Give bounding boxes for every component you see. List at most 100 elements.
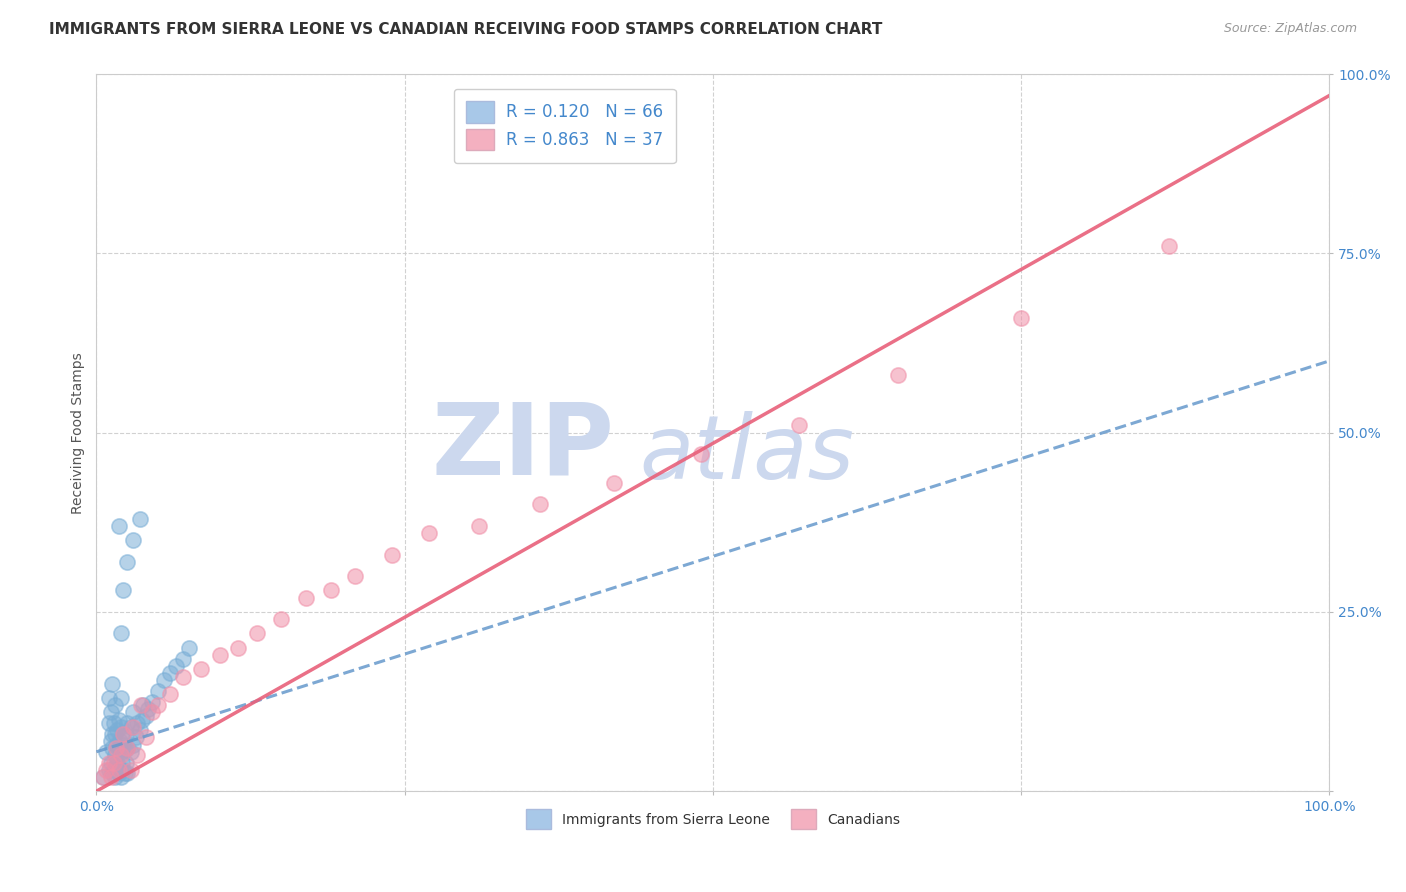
Point: [107, 741, 129, 756]
Point: [101, 766, 124, 780]
Point: [104, 748, 127, 763]
Point: [381, 548, 404, 562]
Point: [135, 731, 157, 745]
Point: [110, 626, 132, 640]
Point: [136, 702, 159, 716]
Point: [96, 745, 118, 759]
Point: [467, 519, 489, 533]
Point: [96, 763, 118, 777]
Point: [101, 727, 124, 741]
Point: [103, 763, 125, 777]
Point: [208, 648, 231, 662]
Point: [105, 741, 128, 756]
Point: [177, 640, 200, 655]
Point: [110, 720, 132, 734]
Point: [101, 676, 124, 690]
Point: [97, 763, 120, 777]
Point: [105, 723, 128, 738]
Point: [110, 748, 132, 763]
Point: [115, 716, 138, 731]
Point: [146, 698, 169, 713]
Point: [128, 512, 150, 526]
Point: [107, 766, 129, 780]
Point: [319, 583, 342, 598]
Point: [159, 688, 181, 702]
Point: [131, 713, 153, 727]
Point: [246, 626, 269, 640]
Point: [110, 691, 132, 706]
Point: [107, 763, 129, 777]
Point: [104, 770, 127, 784]
Point: [172, 669, 194, 683]
Point: [146, 683, 169, 698]
Point: [166, 658, 188, 673]
Point: [689, 447, 711, 461]
Text: Source: ZipAtlas.com: Source: ZipAtlas.com: [1223, 22, 1357, 36]
Point: [97, 691, 120, 706]
Text: atlas: atlas: [638, 411, 853, 497]
Point: [418, 526, 440, 541]
Point: [1157, 239, 1180, 253]
Point: [97, 716, 120, 731]
Point: [122, 533, 145, 548]
Point: [603, 475, 626, 490]
Point: [100, 770, 122, 784]
Text: IMMIGRANTS FROM SIERRA LEONE VS CANADIAN RECEIVING FOOD STAMPS CORRELATION CHART: IMMIGRANTS FROM SIERRA LEONE VS CANADIAN…: [49, 22, 883, 37]
Point: [122, 738, 145, 752]
Point: [141, 695, 163, 709]
Point: [115, 728, 138, 742]
Point: [172, 651, 194, 665]
Point: [107, 713, 129, 727]
Point: [115, 756, 138, 770]
Point: [110, 745, 132, 759]
Point: [129, 698, 152, 713]
Legend: Immigrants from Sierra Leone, Canadians: Immigrants from Sierra Leone, Canadians: [520, 804, 905, 835]
Point: [132, 698, 155, 713]
Point: [104, 727, 127, 741]
Point: [125, 748, 148, 763]
Point: [101, 741, 124, 756]
Point: [110, 770, 132, 784]
Y-axis label: Receiving Food Stamps: Receiving Food Stamps: [72, 351, 86, 514]
Point: [128, 723, 150, 738]
Point: [108, 763, 131, 777]
Point: [122, 720, 145, 734]
Point: [226, 640, 249, 655]
Point: [135, 709, 157, 723]
Point: [120, 763, 142, 777]
Point: [111, 731, 134, 745]
Point: [115, 555, 138, 569]
Point: [887, 368, 910, 383]
Point: [529, 497, 551, 511]
Point: [112, 583, 135, 598]
Point: [112, 727, 135, 741]
Point: [787, 418, 810, 433]
Point: [190, 662, 212, 676]
Point: [100, 756, 122, 770]
Point: [115, 741, 138, 756]
Point: [120, 720, 142, 734]
Point: [115, 766, 138, 780]
Point: [103, 756, 125, 770]
Point: [344, 569, 367, 583]
Point: [114, 766, 136, 780]
Point: [104, 698, 127, 713]
Point: [159, 665, 181, 680]
Point: [153, 673, 176, 687]
Point: [114, 742, 136, 756]
Point: [122, 706, 145, 720]
Point: [100, 706, 122, 720]
Point: [108, 734, 131, 748]
Point: [125, 731, 148, 745]
Point: [105, 756, 128, 770]
Point: [141, 706, 163, 720]
Point: [107, 519, 129, 533]
Point: [270, 612, 292, 626]
Point: [111, 756, 134, 770]
Point: [105, 738, 128, 752]
Point: [91, 770, 114, 784]
Point: [100, 734, 122, 748]
Point: [125, 716, 148, 731]
Point: [295, 591, 318, 605]
Point: [91, 770, 114, 784]
